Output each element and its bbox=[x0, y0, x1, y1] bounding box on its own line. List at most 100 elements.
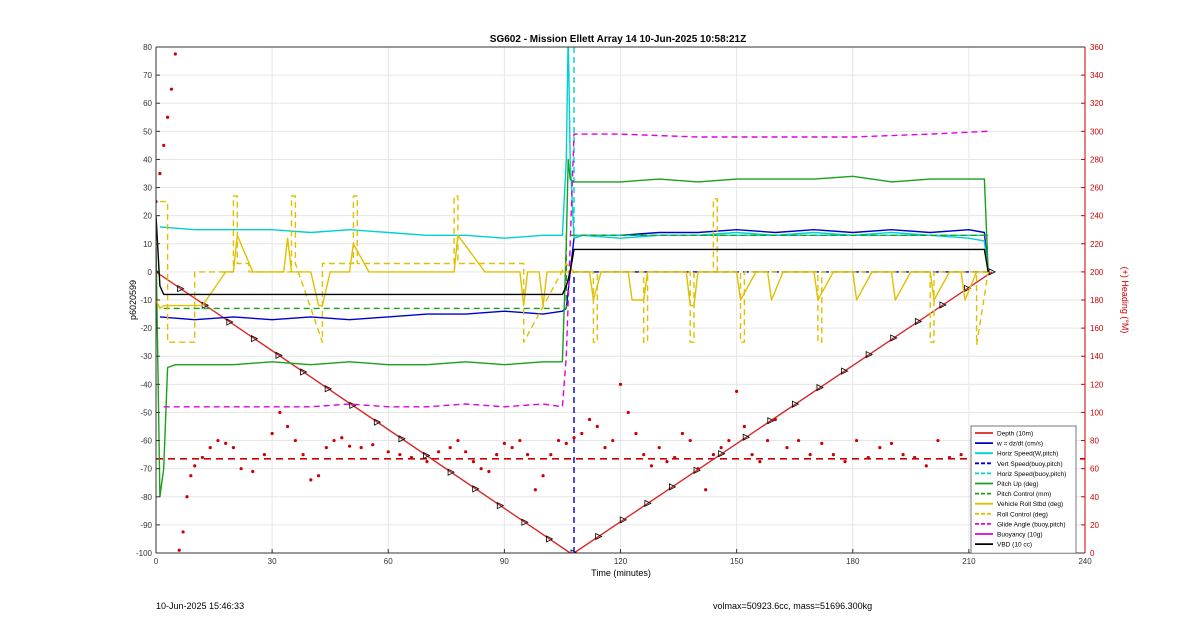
heading-point bbox=[208, 445, 212, 450]
heading-point bbox=[456, 438, 460, 443]
y-tick-label: 20 bbox=[143, 212, 152, 221]
heading-point bbox=[796, 438, 801, 443]
x-tick-label: 150 bbox=[730, 557, 744, 566]
depth-marker bbox=[373, 418, 382, 426]
series-depth-10m bbox=[156, 271, 993, 553]
heading-point bbox=[572, 436, 576, 440]
heading-point bbox=[742, 424, 746, 429]
heading-point bbox=[200, 455, 205, 460]
heading-point bbox=[158, 171, 162, 176]
y-tick-label: -80 bbox=[140, 493, 152, 502]
y-tick-label: 10 bbox=[143, 240, 152, 249]
y2-tick-label: 140 bbox=[1090, 352, 1104, 361]
x-tick-label: 90 bbox=[500, 557, 509, 566]
legend-box bbox=[970, 425, 1077, 554]
heading-point bbox=[618, 382, 623, 386]
y2-tick-label: 60 bbox=[1090, 465, 1099, 474]
series-vbd-10-cc bbox=[156, 215, 989, 296]
depth-marker bbox=[226, 318, 234, 326]
heading-point bbox=[502, 441, 506, 445]
legend-label: Horiz Speed(W,pitch) bbox=[997, 451, 1058, 458]
depth-marker bbox=[816, 383, 824, 392]
heading-point bbox=[626, 410, 630, 415]
y2-tick-label: 240 bbox=[1090, 212, 1104, 221]
legend-label: Buoyancy (10g) bbox=[997, 532, 1043, 539]
heading-point bbox=[359, 445, 363, 450]
heading-point bbox=[231, 445, 236, 450]
series-glide-angle-buoy-pitch bbox=[163, 130, 989, 408]
y-tick-label: -60 bbox=[140, 437, 152, 446]
heading-point bbox=[711, 453, 716, 457]
legend-label: w = dz/dt (cm/s) bbox=[996, 441, 1043, 448]
heading-point bbox=[510, 445, 514, 450]
heading-point bbox=[409, 455, 414, 460]
x-tick-label: 180 bbox=[846, 557, 860, 566]
depth-marker bbox=[742, 433, 751, 441]
x-tick-label: 210 bbox=[962, 557, 976, 566]
heading-point bbox=[580, 431, 584, 436]
legend-label: Horiz Speed(buoy,pitch) bbox=[997, 471, 1066, 478]
heading-point bbox=[309, 478, 313, 482]
heading-point bbox=[704, 488, 708, 492]
heading-point bbox=[239, 467, 243, 471]
footer-timestamp: 10-Jun-2025 15:46:33 bbox=[156, 601, 245, 611]
y2-tick-label: 180 bbox=[1090, 296, 1104, 305]
legend: Depth (10m) w = dz/dt (cm/s) Horiz Speed(W… bbox=[970, 425, 1077, 554]
heading-point bbox=[634, 431, 638, 436]
legend-label: Vehicle Roll Stbd (deg) bbox=[997, 501, 1063, 508]
heading-point bbox=[773, 417, 777, 422]
y2-tick-label: 120 bbox=[1090, 380, 1104, 389]
depth-marker bbox=[988, 268, 996, 276]
depth-marker bbox=[521, 518, 529, 526]
y-tick-label: -20 bbox=[140, 324, 152, 333]
heading-point bbox=[541, 474, 545, 478]
y2-tick-label: 360 bbox=[1090, 43, 1104, 52]
axes-group: 0 30 60 90 120 150 180 210 24080706050403020100-… bbox=[136, 43, 1104, 566]
series-group bbox=[156, 47, 1085, 553]
depth-marker bbox=[644, 499, 652, 508]
depth-marker bbox=[300, 368, 308, 376]
depth-marker bbox=[669, 483, 677, 491]
heading-point bbox=[785, 445, 789, 450]
heading-point bbox=[262, 453, 266, 457]
y-tick-label: -40 bbox=[140, 380, 152, 389]
depth-marker bbox=[767, 417, 775, 425]
depth-marker bbox=[324, 385, 333, 393]
heading-point bbox=[642, 453, 646, 457]
footer-summary: volmax=50923.6cc, mass=51696.300kg bbox=[713, 601, 873, 611]
y-tick-label: -10 bbox=[140, 296, 152, 305]
heading-point bbox=[162, 143, 166, 147]
depth-marker bbox=[865, 350, 874, 359]
y2-tick-label: 20 bbox=[1090, 521, 1099, 530]
y-tick-label: 80 bbox=[143, 43, 152, 52]
heading-point bbox=[820, 441, 824, 445]
heading-point bbox=[278, 410, 282, 415]
series-vehicle-roll-stbd-deg bbox=[156, 234, 989, 310]
depth-marker bbox=[791, 400, 800, 408]
heading-point bbox=[270, 431, 274, 436]
heading-point bbox=[564, 441, 568, 445]
heading-point bbox=[657, 445, 661, 450]
y-tick-label: -50 bbox=[140, 408, 152, 417]
series-horiz-speed-w-pitch bbox=[159, 47, 989, 272]
legend-label: Depth (10m) bbox=[997, 431, 1033, 438]
y-tick-label: -100 bbox=[136, 549, 153, 558]
legend-label: Glide Angle (buoy,pitch) bbox=[997, 521, 1066, 528]
series-pitch-control-mm bbox=[163, 234, 989, 310]
heading-point bbox=[398, 453, 402, 457]
heading-point bbox=[688, 438, 692, 443]
y-tick-label: 30 bbox=[143, 184, 152, 193]
y2-tick-label: 220 bbox=[1090, 240, 1104, 249]
heading-point bbox=[193, 464, 197, 468]
heading-point bbox=[169, 87, 174, 91]
x-axis-label: Time (minutes) bbox=[591, 568, 651, 578]
heading-point bbox=[386, 450, 390, 454]
heading-point bbox=[301, 453, 305, 457]
heading-point bbox=[495, 453, 499, 457]
depth-marker bbox=[349, 401, 357, 410]
heading-point bbox=[947, 455, 952, 460]
heading-point bbox=[587, 417, 592, 422]
heading-point bbox=[340, 436, 344, 440]
y2-tick-label: 160 bbox=[1090, 324, 1104, 333]
